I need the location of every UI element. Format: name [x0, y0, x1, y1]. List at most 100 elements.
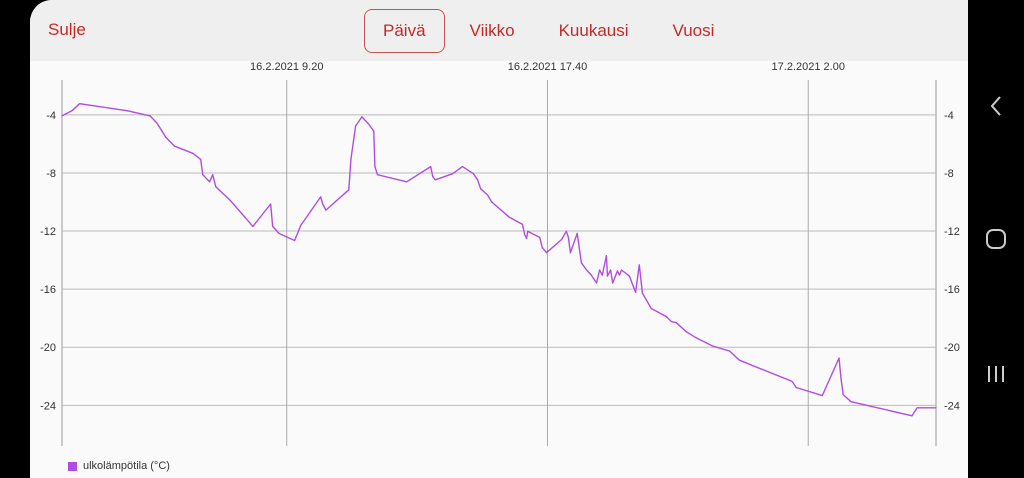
legend-swatch: [68, 461, 77, 471]
period-tabs: Päivä Viikko Kuukausi Vuosi: [364, 9, 739, 53]
data-point: [560, 238, 563, 241]
data-point: [576, 232, 578, 234]
data-point: [521, 223, 524, 225]
data-point: [565, 230, 567, 232]
data-point: [671, 321, 673, 323]
data-point: [229, 199, 231, 201]
x-tick-label: 17.2.2021 2.00: [772, 61, 845, 73]
data-point: [523, 233, 526, 235]
y-tick-label-right: -24: [944, 400, 960, 412]
data-point: [376, 174, 379, 176]
data-point: [612, 282, 614, 284]
data-point: [527, 230, 529, 232]
data-point: [322, 203, 324, 205]
data-point: [635, 291, 637, 293]
data-point: [451, 173, 454, 175]
data-point: [212, 174, 214, 176]
data-point: [149, 115, 151, 117]
data-point: [650, 307, 652, 310]
data-point: [605, 255, 608, 257]
home-icon[interactable]: [982, 225, 1010, 253]
data-point: [695, 337, 697, 339]
header-bar: Sulje Päivä Viikko Kuukausi Vuosi: [30, 0, 968, 61]
data-point: [472, 173, 475, 175]
data-point: [840, 378, 842, 380]
chart-legend: ulkolämpötila (°C): [68, 460, 170, 472]
tab-day[interactable]: Päivä: [364, 9, 445, 53]
data-point: [354, 125, 357, 127]
data-point: [320, 196, 322, 198]
data-point: [127, 110, 129, 112]
data-point: [590, 274, 592, 276]
data-point: [935, 407, 937, 409]
data-point: [477, 179, 479, 181]
y-tick-label-left: -16: [40, 284, 56, 296]
data-point: [541, 247, 543, 249]
data-point: [609, 269, 612, 271]
y-tick-label-left: -24: [40, 400, 56, 412]
data-point: [685, 331, 687, 333]
data-point: [628, 275, 630, 277]
data-point: [278, 232, 280, 234]
temperature-chart: -4 -4 -8 -8 -12 -12 -16 -16 -20 -20 -24 -24 16.2.202…: [40, 61, 960, 446]
back-icon[interactable]: [982, 92, 1010, 120]
data-point: [215, 186, 217, 188]
data-point: [916, 407, 918, 409]
y-tick-label-right: -20: [944, 342, 960, 354]
close-button[interactable]: Sulje: [48, 20, 86, 39]
y-tick-label-left: -20: [40, 342, 56, 354]
data-point: [300, 224, 302, 226]
data-point: [791, 380, 793, 382]
data-point: [838, 357, 840, 359]
data-point: [374, 165, 376, 168]
data-point: [272, 225, 274, 227]
tab-week[interactable]: Viikko: [469, 21, 515, 40]
data-point: [638, 264, 640, 266]
data-point: [539, 236, 541, 239]
data-point: [269, 203, 272, 205]
data-point: [244, 216, 246, 218]
data-point: [911, 415, 913, 417]
data-point: [434, 179, 436, 181]
x-tick-label: 16.2.2021 17.40: [508, 61, 588, 73]
data-point: [350, 158, 352, 161]
app-window: Sulje Päivä Viikko Kuukausi Vuosi -4 -4 -8…: [30, 0, 968, 478]
data-point: [461, 165, 464, 168]
recents-icon[interactable]: [982, 360, 1010, 388]
data-point: [156, 122, 158, 124]
data-point: [61, 115, 63, 117]
series-line-outdoor-temperature: [61, 102, 936, 417]
data-point: [738, 359, 741, 361]
data-point: [850, 401, 852, 403]
tab-month[interactable]: Kuukausi: [558, 21, 629, 40]
data-point: [675, 322, 677, 324]
data-point: [200, 158, 202, 161]
data-point: [842, 393, 844, 396]
y-tick-label-left: -8: [46, 168, 56, 180]
data-point: [432, 176, 434, 178]
data-point: [711, 345, 713, 347]
data-point: [252, 225, 254, 227]
data-point: [821, 395, 823, 397]
y-tick-label-right: -4: [944, 110, 954, 122]
tab-year[interactable]: Vuosi: [672, 21, 715, 40]
data-point: [569, 252, 572, 254]
y-tick-label-right: -8: [944, 168, 954, 180]
data-point: [599, 269, 601, 271]
android-nav-bar: [968, 0, 1024, 478]
data-point: [406, 181, 408, 183]
data-point: [601, 274, 603, 276]
data-point: [595, 282, 598, 284]
data-point: [486, 194, 489, 196]
data-point: [71, 110, 73, 112]
data-point: [165, 136, 167, 138]
data-point: [192, 152, 194, 154]
data-point: [795, 386, 797, 389]
data-point: [526, 237, 528, 240]
x-tick-label: 16.2.2021 9.20: [250, 61, 323, 73]
data-point: [545, 252, 548, 254]
data-point: [202, 174, 204, 176]
data-point: [641, 292, 644, 294]
data-point: [580, 262, 582, 264]
data-point: [430, 165, 432, 168]
